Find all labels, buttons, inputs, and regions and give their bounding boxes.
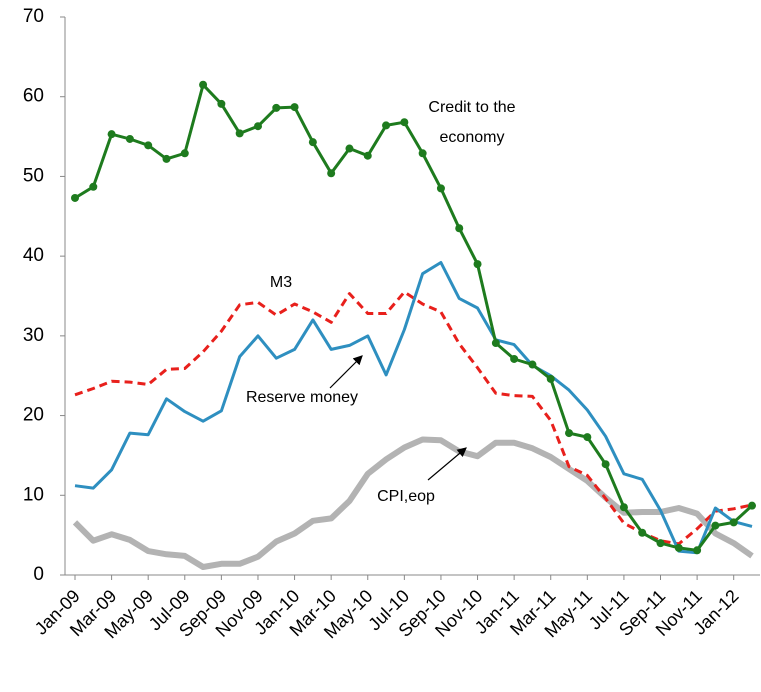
point — [565, 429, 574, 438]
annotation: economy — [440, 129, 505, 146]
y-tick-label: 60 — [23, 86, 44, 107]
point — [144, 141, 153, 150]
y-tick-label: 0 — [33, 564, 44, 585]
point — [400, 118, 409, 127]
annotation: M3 — [270, 274, 292, 291]
y-tick-label: 20 — [23, 405, 44, 426]
point — [272, 103, 281, 112]
annotation: Credit to the — [428, 99, 515, 116]
y-tick-label: 70 — [23, 6, 44, 27]
series-line — [74, 83, 754, 552]
point — [290, 103, 299, 112]
series-line — [72, 436, 754, 570]
y-tick-label: 50 — [23, 165, 44, 186]
point — [729, 518, 738, 527]
point — [89, 182, 98, 191]
point — [382, 121, 391, 130]
point — [162, 154, 171, 163]
point — [656, 539, 665, 548]
series-line — [74, 290, 753, 546]
annotation-arrow — [329, 355, 363, 389]
point — [217, 99, 226, 108]
point — [583, 433, 592, 442]
point — [345, 144, 354, 153]
point — [491, 339, 500, 348]
point — [327, 169, 336, 178]
point — [107, 130, 116, 139]
point — [619, 503, 628, 512]
point — [601, 460, 610, 469]
point — [748, 501, 756, 510]
point — [546, 374, 555, 383]
point — [674, 543, 683, 552]
point — [363, 151, 372, 160]
annotation: CPI,eop — [377, 488, 435, 505]
series-line — [74, 261, 753, 555]
point — [638, 528, 647, 537]
annotation-arrow — [427, 447, 467, 481]
point — [528, 360, 537, 369]
point — [693, 546, 702, 555]
point — [510, 354, 519, 363]
point — [308, 138, 317, 147]
point — [455, 224, 464, 233]
point — [418, 149, 427, 158]
point — [235, 129, 244, 138]
point — [71, 193, 79, 202]
y-tick-label: 30 — [23, 325, 44, 346]
point — [711, 521, 720, 530]
point — [199, 80, 208, 89]
point — [253, 122, 262, 131]
annotation: Reserve money — [246, 389, 358, 406]
y-tick-label: 40 — [23, 245, 44, 266]
point — [180, 149, 189, 158]
point — [473, 260, 482, 269]
y-tick-label: 10 — [23, 484, 44, 505]
point — [436, 184, 445, 193]
point — [125, 134, 134, 143]
